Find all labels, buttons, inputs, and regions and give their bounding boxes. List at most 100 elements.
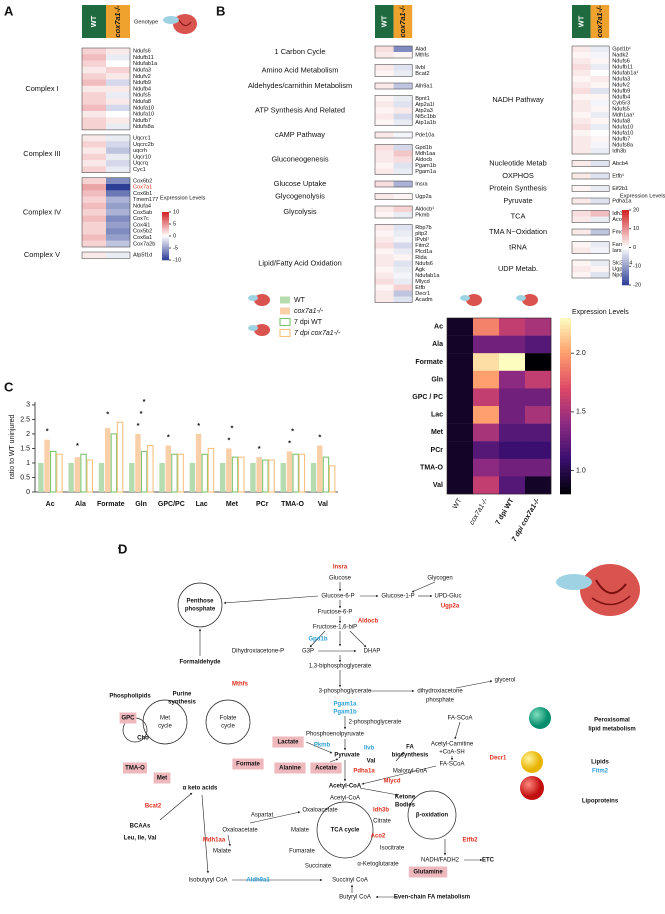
arrow	[454, 721, 461, 740]
metabolite-box	[408, 866, 448, 878]
genotype-ko	[393, 5, 413, 38]
metabolite-box	[232, 758, 264, 770]
gene-label: Ndufa3	[133, 68, 151, 74]
column-label: cox7a1-/-	[469, 497, 490, 526]
heat-cell	[387, 64, 394, 71]
heat-cell	[114, 79, 123, 86]
bar	[292, 453, 299, 493]
pathway-label: Acetyl-CoA	[329, 784, 362, 790]
heat-cell	[406, 168, 413, 175]
bar	[231, 456, 239, 493]
heat-cell	[590, 241, 597, 248]
heat-cell	[578, 173, 585, 180]
heat-cell	[578, 272, 585, 279]
panel-label: B	[216, 3, 225, 18]
pathway-label: ETC	[482, 858, 495, 864]
heat-cell	[584, 100, 591, 107]
heat-cell	[578, 160, 585, 167]
gene-label: Ugp2a	[415, 194, 432, 200]
heat-cell	[578, 198, 585, 205]
arrow	[201, 794, 210, 874]
heat-cell	[98, 92, 107, 99]
group-name: ATP Synthesis And Related	[255, 105, 345, 114]
heat-cell	[603, 142, 610, 149]
heat-cell	[381, 230, 388, 237]
gene-label: Ndufs6	[415, 261, 433, 267]
heat-cell	[114, 153, 123, 161]
heat-cell	[603, 216, 610, 223]
heat-cell	[98, 166, 107, 173]
pathway-label: Leu, Ile, Val	[124, 836, 157, 842]
heat-cell	[447, 388, 474, 407]
gene-label: Ndufb11	[612, 64, 633, 70]
group-outline	[374, 82, 413, 90]
legend-swatch	[622, 267, 629, 271]
pathway-label: glycerol	[495, 678, 516, 684]
heat-cell	[122, 66, 131, 74]
heat-cell	[584, 173, 591, 180]
pathway-label: Oxaloacetate	[222, 828, 258, 834]
group-outline	[81, 47, 131, 131]
genotype-title: Genotype	[134, 19, 158, 25]
legend-swatch	[622, 245, 629, 248]
heat-cell	[98, 85, 107, 93]
significance-star: *	[228, 435, 231, 444]
pathway-label: phosphate	[185, 607, 216, 613]
heat-cell	[525, 335, 552, 354]
row-label: Val	[433, 482, 443, 489]
heat-cell	[578, 247, 585, 254]
heat-cell	[375, 236, 382, 243]
heat-cell	[387, 206, 394, 213]
heat-cell	[381, 95, 388, 102]
heat-cell	[578, 124, 585, 131]
colorbar-swatch	[560, 395, 571, 400]
heat-cell	[590, 46, 597, 53]
colorbar-swatch	[560, 490, 571, 495]
pathway-label: β-oxidation	[416, 813, 449, 819]
heat-cell	[98, 196, 107, 204]
heat-cell	[596, 100, 604, 107]
heat-cell	[82, 134, 91, 142]
bar	[256, 457, 262, 492]
heat-cell	[381, 64, 388, 71]
pathway-label: UPD-Gluc	[434, 594, 461, 600]
heat-cell	[572, 130, 579, 137]
heat-cell	[387, 290, 394, 297]
heat-cell	[572, 70, 579, 77]
legend-swatch	[622, 265, 629, 268]
heat-cell	[114, 209, 123, 216]
heat-cell	[381, 156, 388, 163]
heat-cell	[596, 210, 604, 217]
pathway-label: Isobutyryl CoA	[188, 878, 227, 884]
pathway-label: Alanine	[279, 766, 301, 772]
heat-cell	[596, 46, 604, 53]
heat-cell	[399, 46, 407, 53]
heat-cell	[82, 147, 91, 154]
pathway-label: Malate	[291, 828, 310, 834]
pathway-label: Aldocb	[358, 619, 379, 625]
gene-label: Atp5f1d	[133, 253, 152, 259]
colorbar-swatch	[560, 339, 571, 343]
legend-tick-label: 5	[173, 221, 176, 227]
heat-cell	[572, 229, 579, 236]
heat-cell	[114, 73, 123, 80]
heat-cell	[122, 184, 131, 191]
gene-label: Ndufa4	[133, 204, 151, 210]
heat-cell	[122, 166, 131, 173]
heat-cell	[578, 52, 585, 59]
pathway-label: +CoA-SH	[439, 750, 465, 756]
heat-cell	[122, 252, 131, 259]
heat-cell	[473, 423, 500, 442]
heat-cell	[375, 260, 382, 267]
colorbar-swatch	[560, 342, 571, 347]
heat-cell	[98, 117, 107, 124]
gene-label: Nadk2	[612, 52, 628, 58]
heat-cell	[473, 476, 500, 495]
gene-label: Cox7a2b	[133, 241, 155, 247]
pathway-label: Purine	[173, 692, 192, 698]
heat-cell	[603, 198, 610, 205]
legend-swatch	[162, 236, 169, 238]
heat-cell	[584, 118, 591, 125]
gene-label: Cox4i1	[133, 222, 150, 228]
heart-icons	[163, 14, 640, 616]
